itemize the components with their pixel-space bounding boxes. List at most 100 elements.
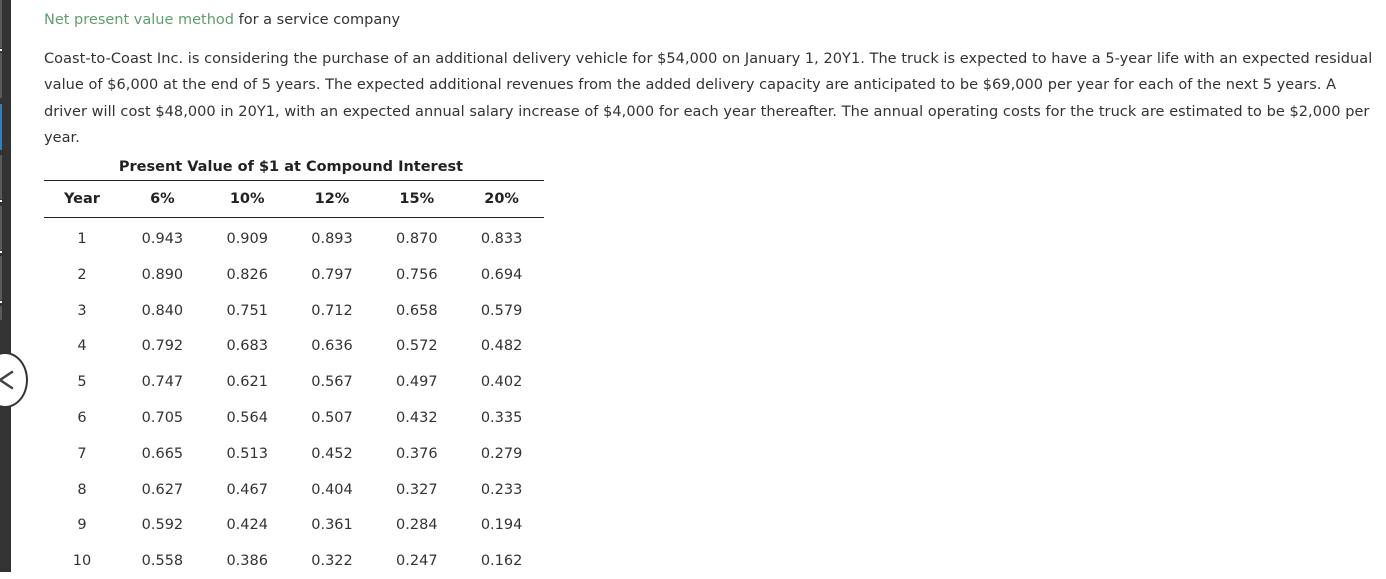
pv-factor-cell: 0.322 [311, 553, 353, 570]
pv-factor-cell: 0.284 [396, 517, 438, 534]
pv-factor-cell: 0.497 [396, 374, 438, 391]
pv-factor-cell: 0.683 [226, 338, 268, 355]
table-header-row: Year 6% 10% 12% 15% 20% [44, 180, 544, 219]
pv-factor-cell: 0.636 [311, 338, 353, 355]
table-row: 2 0.890 0.826 0.797 0.756 0.694 [44, 257, 544, 293]
pv-factor-cell: 0.386 [226, 553, 268, 570]
table-row: 10 0.558 0.386 0.322 0.247 0.162 [44, 543, 544, 579]
table-body: 1 0.943 0.909 0.893 0.870 0.833 2 0.890 0.826 0.7… [44, 218, 544, 579]
year-cell: 3 [77, 302, 87, 319]
year-cell: 2 [77, 266, 87, 283]
rail-segment[interactable] [0, 0, 2, 48]
year-cell: 8 [77, 481, 87, 498]
pv-factor-cell: 0.279 [480, 445, 523, 462]
rail-segment-active[interactable] [0, 104, 2, 150]
collapse-sidebar-button[interactable] [0, 352, 28, 408]
pv-factor-cell: 0.756 [396, 266, 438, 283]
table-row: 6 0.705 0.564 0.507 0.432 0.335 [44, 400, 544, 436]
pv-factor-cell: 0.513 [226, 445, 268, 462]
pv-factor-cell: 0.194 [480, 517, 523, 534]
header-rate-20: 20% [459, 180, 544, 219]
pv-factor-cell: 0.747 [141, 374, 184, 391]
year-cell: 1 [77, 231, 87, 248]
pv-factor-cell: 0.658 [396, 302, 438, 319]
pv-factor-cell: 0.592 [141, 517, 184, 534]
pv-factor-cell: 0.558 [141, 553, 184, 570]
rail-segment[interactable] [0, 53, 2, 98]
rail-divider [0, 200, 2, 202]
problem-content: Net present value method for a service c… [44, 10, 1379, 579]
present-value-table: Year 6% 10% 12% 15% 20% 1 0.943 0.909 0.893… [44, 180, 544, 579]
chevron-left-icon [0, 370, 14, 390]
pv-factor-cell: 0.943 [141, 231, 184, 248]
problem-statement: Coast-to-Coast Inc. is considering the p… [44, 51, 1373, 146]
pv-factor-cell: 0.432 [396, 410, 438, 427]
rail-segment[interactable] [0, 306, 2, 320]
left-navigation-rail [0, 0, 11, 572]
pv-factor-cell: 0.567 [311, 374, 353, 391]
pv-factor-cell: 0.404 [311, 481, 353, 498]
year-cell: 10 [72, 553, 92, 570]
pv-factor-cell: 0.482 [480, 338, 523, 355]
pv-factor-cell: 0.424 [226, 517, 268, 534]
table-row: 4 0.792 0.683 0.636 0.572 0.482 [44, 329, 544, 365]
pv-factor-cell: 0.826 [226, 266, 268, 283]
rail-divider [0, 49, 2, 51]
pv-factor-cell: 0.665 [141, 445, 184, 462]
header-rate-6: 6% [120, 180, 205, 219]
pv-factor-cell: 0.792 [141, 338, 184, 355]
pv-factor-cell: 0.621 [226, 374, 268, 391]
year-cell: 6 [77, 410, 87, 427]
rail-segment[interactable] [0, 155, 2, 199]
header-rate-10: 10% [204, 180, 290, 219]
pv-factor-cell: 0.890 [141, 266, 184, 283]
pv-factor-cell: 0.507 [311, 410, 353, 427]
pv-factor-cell: 0.327 [396, 481, 438, 498]
table-row: 5 0.747 0.621 0.567 0.497 0.402 [44, 364, 544, 400]
pv-factor-cell: 0.833 [480, 231, 523, 248]
pv-factor-cell: 0.564 [226, 410, 268, 427]
pv-factor-cell: 0.694 [480, 266, 523, 283]
topic-link[interactable]: Net present value method [44, 12, 235, 28]
pv-factor-cell: 0.579 [480, 302, 523, 319]
header-rate-15: 15% [374, 180, 460, 219]
year-cell: 7 [77, 445, 87, 462]
pv-factor-cell: 0.797 [311, 266, 353, 283]
year-cell: 9 [77, 517, 87, 534]
pv-factor-cell: 0.233 [480, 481, 523, 498]
pv-factor-cell: 0.893 [311, 231, 353, 248]
pv-factor-cell: 0.627 [141, 481, 184, 498]
table-row: 3 0.840 0.751 0.712 0.658 0.579 [44, 293, 544, 329]
header-rate-12: 12% [289, 180, 375, 219]
pv-factor-cell: 0.467 [226, 481, 268, 498]
problem-title: Net present value method for a service c… [44, 10, 1379, 30]
year-cell: 5 [77, 374, 87, 391]
rail-divider [0, 301, 2, 303]
pv-factor-cell: 0.162 [480, 553, 523, 570]
pv-factor-cell: 0.712 [311, 302, 353, 319]
year-cell: 4 [77, 338, 87, 355]
pv-factor-cell: 0.361 [311, 517, 353, 534]
table-row: 9 0.592 0.424 0.361 0.284 0.194 [44, 508, 544, 544]
table-row: 7 0.665 0.513 0.452 0.376 0.279 [44, 436, 544, 472]
pv-factor-cell: 0.705 [141, 410, 184, 427]
pv-factor-cell: 0.840 [141, 302, 184, 319]
present-value-table-container: Present Value of $1 at Compound Interest… [44, 159, 544, 579]
rail-divider [0, 251, 2, 253]
pv-factor-cell: 0.909 [226, 231, 268, 248]
title-suffix: for a service company [234, 12, 401, 28]
table-row: 8 0.627 0.467 0.404 0.327 0.233 [44, 472, 544, 508]
pv-factor-cell: 0.751 [226, 302, 268, 319]
rail-segment[interactable] [0, 256, 2, 300]
pv-factor-cell: 0.870 [396, 231, 438, 248]
rail-segment[interactable] [0, 206, 2, 250]
pv-factor-cell: 0.247 [396, 553, 438, 570]
pv-factor-cell: 0.402 [480, 374, 523, 391]
pv-factor-cell: 0.376 [396, 445, 438, 462]
header-year: Year [44, 180, 120, 219]
pv-factor-cell: 0.452 [311, 445, 353, 462]
pv-factor-cell: 0.572 [396, 338, 438, 355]
pv-factor-cell: 0.335 [480, 410, 523, 427]
table-row: 1 0.943 0.909 0.893 0.870 0.833 [44, 218, 544, 257]
table-caption: Present Value of $1 at Compound Interest [118, 159, 464, 176]
